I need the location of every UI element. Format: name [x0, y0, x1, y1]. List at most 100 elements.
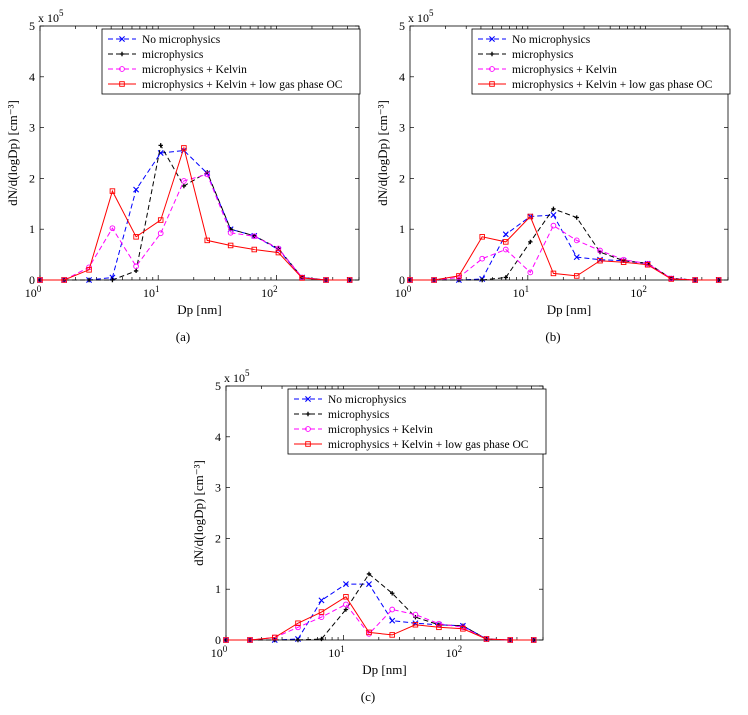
series-4: [223, 594, 537, 643]
series-3: [223, 601, 537, 643]
legend-swatch-point: [305, 411, 311, 417]
series-point: [550, 222, 557, 229]
legend-item-label: microphysics + Kelvin: [328, 424, 433, 436]
series-point: [133, 263, 139, 270]
legend-item-label: microphysics: [512, 49, 574, 61]
series-point: [133, 268, 139, 274]
series-point: [37, 277, 43, 283]
series-point: [550, 270, 557, 277]
x-tick-exponent: 0: [407, 284, 412, 294]
series-point: [528, 239, 533, 245]
series-point: [460, 626, 466, 632]
series-4: [37, 145, 353, 283]
legend-swatch-point: [119, 66, 125, 72]
legend-swatch-point: [119, 51, 125, 57]
series-point: [342, 581, 349, 588]
series-point: [507, 637, 513, 643]
x-tick-label: 102: [261, 284, 278, 300]
series-point: [227, 229, 234, 236]
series-point: [204, 171, 211, 178]
series-point: [436, 620, 442, 627]
series-line: [410, 215, 719, 281]
series-point: [389, 617, 396, 624]
series-point: [204, 237, 210, 244]
series-point: [109, 225, 116, 232]
y-multiplier-exponent: 5: [59, 8, 64, 18]
series-point: [223, 637, 229, 643]
x-tick-base: 10: [211, 646, 223, 660]
y-multiplier-base: x 10: [408, 11, 429, 25]
series-line: [226, 583, 534, 641]
series-point: [86, 277, 92, 283]
x-tick-exponent: 1: [340, 644, 345, 654]
y-tick-label: 0: [29, 273, 35, 287]
legend: No microphysics microphysics microphysics …: [287, 388, 547, 455]
series-point: [644, 262, 651, 268]
series-point: [502, 246, 509, 253]
y-multiplier-base: x 10: [38, 11, 59, 25]
legend-swatch-point: [489, 81, 495, 87]
series-point: [412, 611, 419, 618]
panel-label: (a): [176, 329, 190, 344]
series-point: [527, 213, 534, 220]
series-point: [389, 606, 396, 613]
legend-item-label: microphysics + Kelvin: [142, 64, 247, 76]
series-point: [550, 211, 557, 218]
series-point: [389, 591, 395, 596]
series-point: [275, 249, 282, 256]
series-point: [299, 275, 305, 281]
x-tick-label: 100: [211, 644, 228, 660]
x-tick-exponent: 2: [458, 644, 463, 654]
legend-item-label: microphysics: [142, 49, 204, 61]
series-3: [407, 222, 722, 283]
x-tick-base: 10: [513, 286, 525, 300]
series-point: [110, 277, 115, 283]
series-point: [479, 255, 486, 262]
x-axis-label: Dp [nm]: [362, 662, 406, 677]
series-point: [323, 277, 329, 283]
y-tick-label: 0: [215, 633, 221, 647]
plot-frame: [409, 25, 729, 281]
series-4: [407, 213, 722, 283]
series-line: [40, 143, 350, 281]
x-tick-exponent: 2: [642, 284, 647, 294]
x-tick-base: 10: [630, 286, 642, 300]
x-tick-label: 102: [630, 284, 647, 300]
series-point: [271, 634, 278, 641]
y-multiplier-exponent: 5: [245, 368, 250, 378]
y-tick-label: 3: [29, 121, 35, 135]
y-multiplier-base: x 10: [224, 371, 245, 385]
series-point: [295, 620, 301, 626]
legend-item-label: No microphysics: [328, 394, 407, 406]
series-point: [573, 237, 580, 244]
x-tick-label: 101: [143, 284, 160, 300]
x-axis-label: Dp [nm]: [547, 302, 591, 317]
legend-item-label: No microphysics: [512, 34, 591, 46]
series-point: [480, 277, 485, 283]
series-2: [407, 206, 721, 283]
y-tick-label: 1: [215, 582, 221, 596]
panel-label: (c): [361, 689, 375, 704]
series-point: [574, 215, 579, 220]
series-point: [157, 230, 164, 237]
x-tick-label: 102: [446, 644, 463, 660]
series-line: [40, 173, 350, 281]
series-point: [181, 178, 187, 184]
legend-item-label: microphysics + Kelvin + low gas phase OC: [142, 79, 343, 91]
legend-box: [287, 388, 547, 455]
series-point: [251, 233, 258, 240]
series-point: [319, 636, 324, 642]
legend-swatch-point: [305, 426, 311, 432]
y-multiplier-exponent: 5: [429, 8, 434, 18]
y-tick-label: 2: [399, 171, 405, 185]
y-tick-label: 1: [399, 222, 405, 236]
series-1: [407, 211, 722, 283]
x-tick-exponent: 0: [37, 284, 42, 294]
series-point: [366, 629, 372, 636]
y-axis-label: dN/d(logDp) [cm⁻³]: [191, 460, 206, 566]
series-point: [346, 277, 353, 283]
series-point: [275, 245, 282, 252]
legend-item-label: microphysics: [328, 409, 390, 421]
